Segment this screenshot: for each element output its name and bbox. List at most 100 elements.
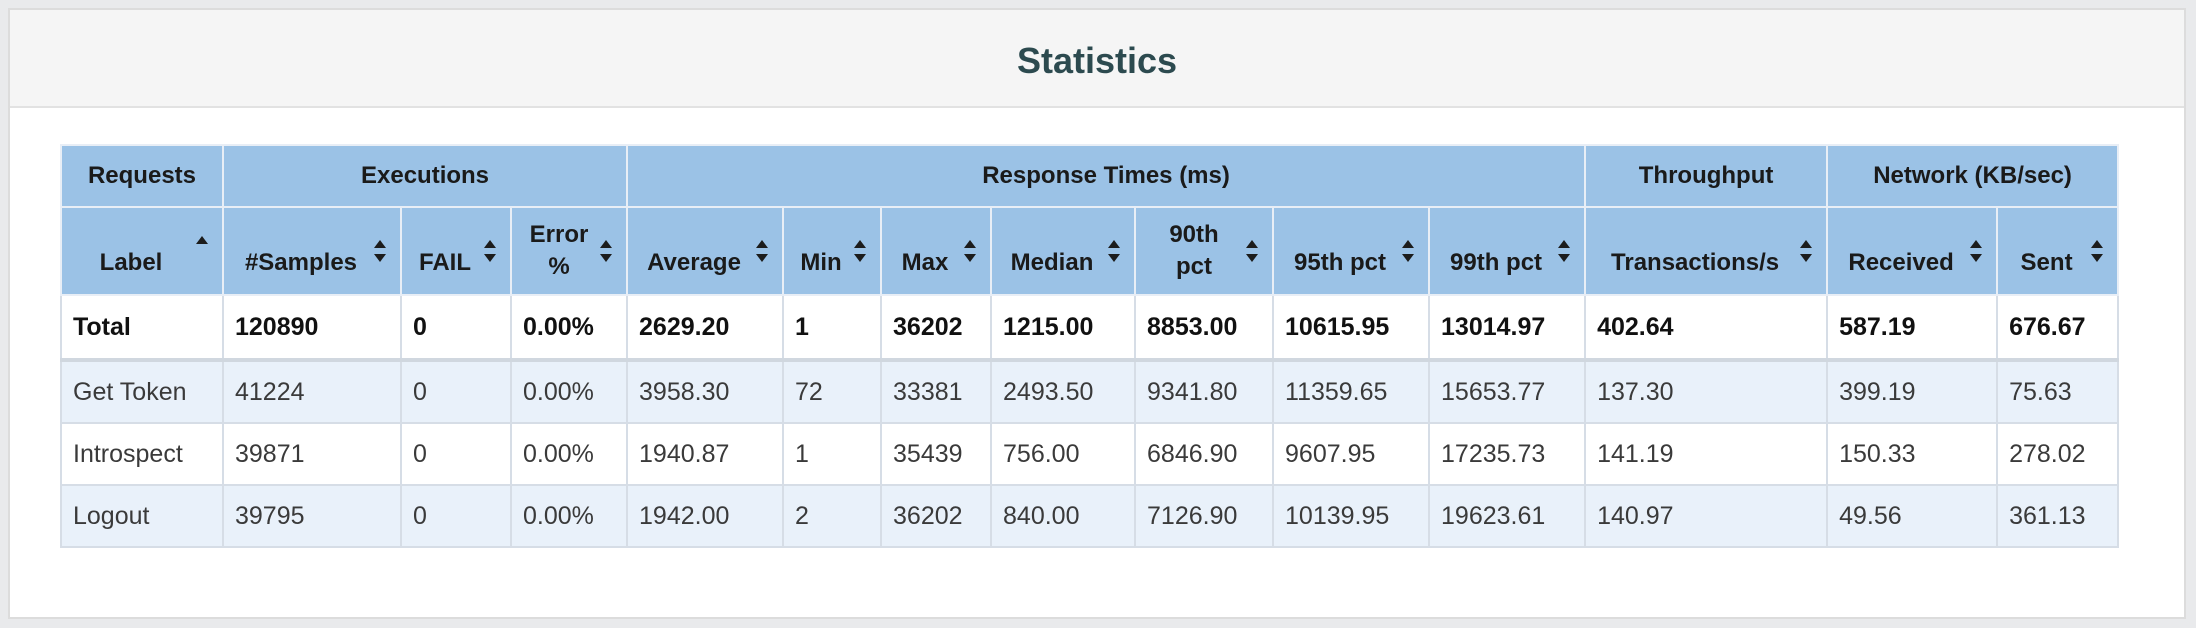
column-header-label: 99th pct (1450, 249, 1543, 276)
column-header-samples[interactable]: #Samples (222, 206, 402, 296)
group-header-executions: Executions (221, 144, 629, 208)
table-cell: 587.19 (1826, 294, 1999, 362)
column-header-label: Received (1848, 249, 1954, 276)
table-cell: 10139.95 (1272, 484, 1431, 548)
column-header-label: 90th pct (1169, 221, 1219, 280)
sort-both-icon (854, 240, 867, 262)
column-header-max[interactable]: Max (880, 206, 993, 296)
table-cell: 0.00% (509, 294, 629, 362)
table-row: Get Token 41224 0 0.00% 3958.30 72 33381 2493.5… (60, 359, 2120, 424)
sort-both-icon (1800, 240, 1813, 262)
table-cell: 3958.30 (626, 359, 785, 424)
column-header-95th-pct[interactable]: 95th pct (1272, 206, 1431, 296)
column-header-sent[interactable]: Sent (1996, 206, 2120, 296)
table-cell: 33381 (880, 359, 993, 424)
table-cell: 6846.90 (1134, 422, 1275, 486)
table-cell: 0 (400, 294, 512, 362)
table-cell: 150.33 (1826, 422, 1999, 486)
group-header-network: Network (KB/sec) (1826, 144, 2120, 208)
table-cell: 1 (782, 422, 883, 486)
panel-heading: Statistics (10, 10, 2184, 108)
table-cell: 140.97 (1584, 484, 1829, 548)
table-cell: 10615.95 (1272, 294, 1431, 362)
sort-both-icon (2091, 240, 2104, 262)
table-cell: 39795 (222, 484, 402, 548)
table-cell: 39871 (222, 422, 402, 486)
table-row: Introspect 39871 0 0.00% 1940.87 1 35439 756.00… (60, 422, 2120, 486)
table-cell: 0.00% (509, 359, 629, 424)
group-header-row: Requests Executions Response Times (ms) … (60, 144, 2120, 208)
group-header-throughput: Throughput (1584, 144, 1829, 208)
column-header-90th-pct[interactable]: 90th pct (1134, 206, 1275, 296)
statistics-table: Requests Executions Response Times (ms) … (60, 144, 2120, 548)
table-cell: 402.64 (1584, 294, 1829, 362)
sort-both-icon (756, 240, 769, 262)
table-cell: 278.02 (1996, 422, 2120, 486)
column-header-label: 95th pct (1294, 249, 1387, 276)
table-cell: 49.56 (1826, 484, 1999, 548)
sort-both-icon (600, 240, 613, 262)
sort-ascending-icon (196, 235, 208, 246)
table-cell: 7126.90 (1134, 484, 1275, 548)
table-cell: 756.00 (990, 422, 1137, 486)
column-header-row: Label #Samples FAIL Error % Average Min Max Med… (60, 206, 2120, 296)
column-header-label: Median (1010, 249, 1094, 276)
column-header-label: #Samples (244, 249, 358, 276)
column-header-label[interactable]: Label (60, 206, 224, 296)
total-row: Total 120890 0 0.00% 2629.20 1 36202 1215.00 885… (60, 294, 2120, 362)
table-cell: 676.67 (1996, 294, 2120, 362)
table-cell: 0.00% (509, 484, 629, 548)
table-cell: 141.19 (1584, 422, 1829, 486)
table-cell: 840.00 (990, 484, 1137, 548)
table-cell: 0 (400, 484, 512, 548)
column-header-label: Min (800, 249, 842, 276)
column-header-label: Average (647, 249, 741, 276)
sort-both-icon (964, 240, 977, 262)
group-header-response-times: Response Times (ms) (626, 144, 1587, 208)
table-cell: 120890 (222, 294, 402, 362)
table-cell: 15653.77 (1428, 359, 1587, 424)
table-cell: 0.00% (509, 422, 629, 486)
column-header-min[interactable]: Min (782, 206, 883, 296)
table-cell: 19623.61 (1428, 484, 1587, 548)
column-header-error[interactable]: Error % (509, 206, 629, 296)
sort-both-icon (1246, 240, 1259, 262)
column-header-label: FAIL (419, 249, 471, 276)
column-header-99th-pct[interactable]: 99th pct (1428, 206, 1587, 296)
column-header-transactions-s[interactable]: Transactions/s (1584, 206, 1829, 296)
table-cell: 1940.87 (626, 422, 785, 486)
table-cell: 17235.73 (1428, 422, 1587, 486)
group-header-requests: Requests (60, 144, 224, 208)
column-header-average[interactable]: Average (626, 206, 785, 296)
table-cell: Logout (60, 484, 224, 548)
column-header-label: Max (901, 249, 949, 276)
table-row: Logout 39795 0 0.00% 1942.00 2 36202 840.00 7126… (60, 484, 2120, 548)
sort-both-icon (484, 240, 496, 262)
column-header-label: Transactions/s (1611, 249, 1780, 276)
column-header-fail[interactable]: FAIL (400, 206, 512, 296)
sort-both-icon (1108, 240, 1121, 262)
table-cell: Get Token (60, 359, 224, 424)
table-cell: 1 (782, 294, 883, 362)
table-cell: 0 (400, 359, 512, 424)
table-cell: 8853.00 (1134, 294, 1275, 362)
table-cell: 41224 (222, 359, 402, 424)
table-cell: 361.13 (1996, 484, 2120, 548)
table-cell: 1215.00 (990, 294, 1137, 362)
table-cell: 9341.80 (1134, 359, 1275, 424)
sort-both-icon (1970, 240, 1983, 262)
column-header-label: Sent (2020, 249, 2073, 276)
column-header-received[interactable]: Received (1826, 206, 1999, 296)
table-body: Total 120890 0 0.00% 2629.20 1 36202 1215.00 885… (60, 294, 2120, 548)
table-cell: 72 (782, 359, 883, 424)
table-cell: 399.19 (1826, 359, 1999, 424)
table-cell: 36202 (880, 294, 993, 362)
column-header-median[interactable]: Median (990, 206, 1137, 296)
table-cell: Total (60, 294, 224, 362)
table-cell: 2 (782, 484, 883, 548)
table-cell: 0 (400, 422, 512, 486)
column-header-label: Label (99, 249, 163, 276)
sort-both-icon (1402, 240, 1415, 262)
column-header-label: Error % (529, 221, 589, 280)
sort-both-icon (374, 240, 386, 262)
